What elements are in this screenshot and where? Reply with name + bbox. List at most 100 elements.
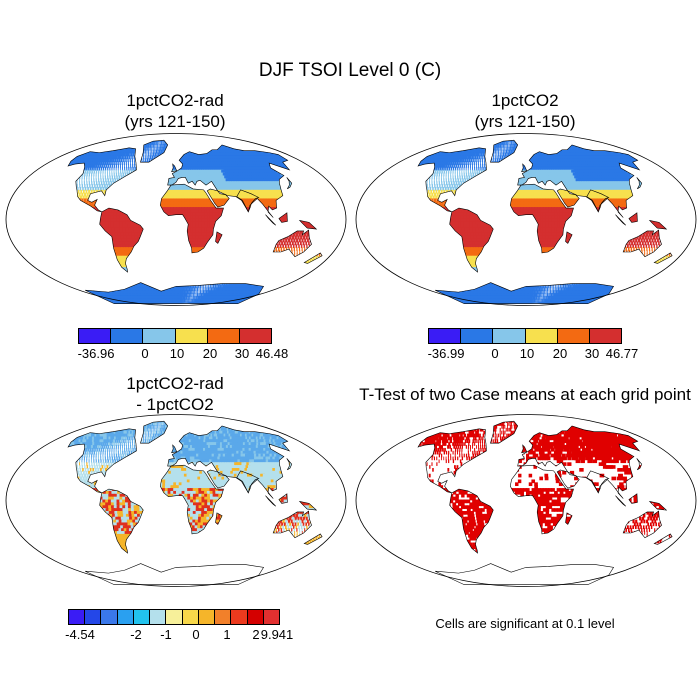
coastline-africa: [509, 464, 574, 535]
colorbar-swatch: [231, 610, 248, 624]
colorbar-tick-label: -4.54: [65, 627, 95, 642]
coastline-southAmerica: [99, 488, 144, 554]
coastline-uk: [521, 444, 528, 454]
colorbar-tick-label: 0: [141, 346, 148, 361]
coastline-greenland: [490, 420, 519, 444]
colorbar-tick-label: 10: [170, 346, 184, 361]
colorbar-3: [68, 609, 280, 625]
coastline-greenland: [140, 139, 169, 163]
colorbar-tick-label: 9.941: [261, 627, 294, 642]
colorbar-swatch: [198, 610, 216, 624]
coastline-greenland: [490, 139, 519, 163]
coastline-indonesia1: [615, 495, 626, 507]
colorbar-tick-label: 10: [520, 346, 534, 361]
globe-border: [5, 414, 347, 587]
colorbar-swatch: [493, 329, 526, 343]
coastline-southAmerica: [449, 207, 494, 273]
colorbar-tick-label: 20: [203, 346, 217, 361]
coastline-australia: [272, 510, 312, 539]
coastline-japan: [286, 458, 293, 471]
panel-title-4: T-Test of two Case means at each grid po…: [350, 384, 700, 405]
colorbar-swatch: [461, 329, 494, 343]
coastline-antarctica: [435, 282, 615, 304]
coastline-newZealand: [653, 252, 673, 264]
colorbar-swatch: [247, 610, 264, 624]
coastline-africa: [509, 183, 574, 254]
colorbar-tick-label: 30: [585, 346, 599, 361]
colorbar-swatch: [429, 329, 462, 343]
coastline-uk: [171, 444, 178, 454]
coastline-newGuinea: [648, 219, 668, 230]
coastline-newGuinea: [298, 219, 318, 230]
coastline-indonesia2: [628, 212, 638, 223]
coastline-indonesia1: [615, 214, 626, 226]
coastline-northAmerica: [67, 147, 137, 213]
colorbar-2: [428, 328, 622, 344]
coastline-arabia: [206, 188, 230, 208]
colorbar-swatch: [589, 329, 622, 343]
colorbar-swatch: [133, 610, 151, 624]
coastline-arabia: [206, 469, 230, 489]
colorbar-tick-label: -36.99: [428, 346, 465, 361]
coastline-madagascar: [565, 512, 573, 525]
globe-border: [5, 133, 347, 306]
colorbar-tick-label: -1: [160, 627, 172, 642]
panel-title-1-line2: (yrs 121-150): [75, 111, 275, 132]
colorbar-swatch: [101, 610, 118, 624]
colorbar-swatch: [525, 329, 558, 343]
coastline-australia: [272, 229, 312, 258]
coastline-greenland: [140, 420, 169, 444]
globe-ocean: [6, 414, 346, 587]
colorbar-tick-label: 0: [491, 346, 498, 361]
map-ttest-significance: [355, 414, 697, 587]
coastline-madagascar: [215, 231, 223, 244]
coastline-indonesia1: [265, 214, 276, 226]
coastline-arabia: [556, 469, 580, 489]
coastline-japan: [636, 177, 643, 190]
colorbar-swatch: [175, 329, 208, 343]
figure-title: DJF TSOI Level 0 (C): [0, 60, 700, 82]
colorbar-swatch: [166, 610, 183, 624]
colorbar-swatch: [207, 329, 240, 343]
colorbar-tick-label: 30: [235, 346, 249, 361]
coastline-india: [236, 189, 260, 213]
coastline-madagascar: [215, 512, 223, 525]
coastline-india: [586, 470, 610, 494]
coastline-antarctica: [85, 282, 265, 304]
coastline-indonesia2: [628, 493, 638, 504]
colorbar-swatch: [182, 610, 199, 624]
globe-ocean: [356, 133, 696, 306]
coastline-antarctica: [85, 563, 265, 585]
colorbar-swatch: [239, 329, 272, 343]
colorbar-swatch: [69, 610, 86, 624]
coastline-uk: [521, 163, 528, 173]
panel-title-1: 1pctCO2-rad (yrs 121-150): [75, 90, 275, 132]
colorbar-tick-label: 1: [223, 627, 230, 642]
coastline-uk: [171, 163, 178, 173]
significance-note: Cells are significant at 0.1 level: [350, 616, 700, 631]
coastline-newZealand: [303, 252, 323, 264]
map-1pctco2-rad: [5, 133, 347, 306]
colorbar-swatch: [143, 329, 176, 343]
panel-title-3: 1pctCO2-rad - 1pctCO2: [75, 373, 275, 415]
globe-border: [355, 414, 697, 587]
colorbar-swatch: [117, 610, 134, 624]
coastline-india: [586, 189, 610, 213]
colorbar-swatch: [79, 329, 112, 343]
coastline-india: [236, 470, 260, 494]
coastline-northAmerica: [417, 428, 487, 494]
colorbar-3-labels: -4.54 -2 -1 0 1 2 9.941: [0, 627, 350, 645]
coastline-eurasia: [517, 144, 641, 218]
colorbar-swatch: [215, 610, 232, 624]
map-1pctco2: [355, 133, 697, 306]
colorbar-tick-label: -2: [130, 627, 142, 642]
panel-title-3-line1: 1pctCO2-rad: [75, 373, 275, 394]
colorbar-swatch: [263, 610, 280, 624]
colorbar-2-labels: -36.99 0 10 20 30 46.77: [350, 346, 700, 364]
coastline-arabia: [556, 188, 580, 208]
globe-ocean: [356, 414, 696, 587]
colorbar-tick-label: 2: [252, 627, 259, 642]
coastline-africa: [159, 183, 224, 254]
globe-border: [355, 133, 697, 306]
panel-title-2-line1: 1pctCO2: [425, 90, 625, 111]
